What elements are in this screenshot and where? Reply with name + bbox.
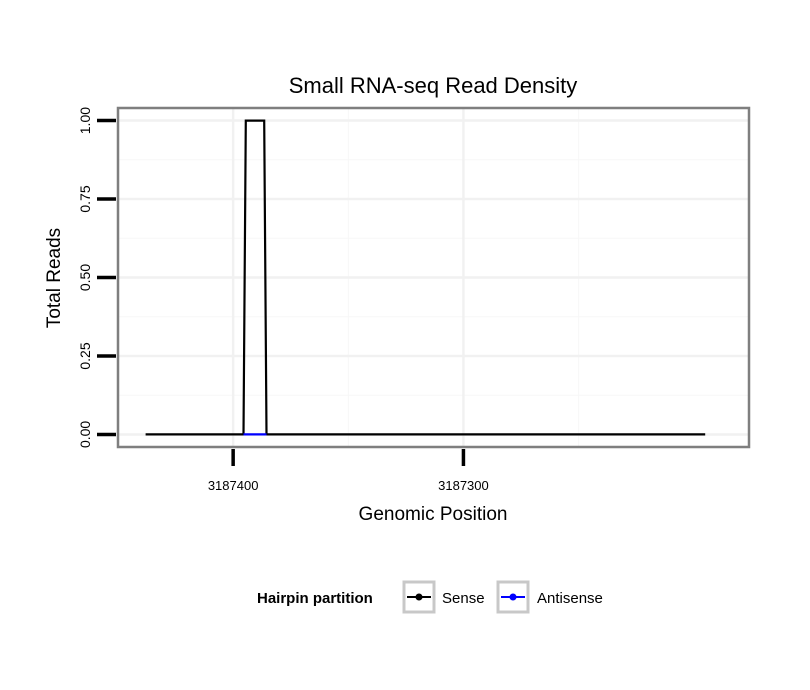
series-line-sense (145, 119, 706, 436)
series-layer (145, 119, 706, 436)
x-tick-label-0: 3187400 (208, 478, 259, 493)
y-axis-label: Total Reads (44, 228, 65, 328)
chart-title: Small RNA-seq Read Density (289, 73, 578, 98)
legend-label-sense: Sense (442, 590, 485, 607)
legend-key-antisense-point (509, 593, 517, 601)
y-tick-label-4: 1.00 (77, 107, 93, 134)
legend-entry-antisense: Antisense (496, 580, 603, 614)
legend: Hairpin partition Sense Antisense (257, 580, 603, 614)
plot-panel-border (116, 106, 751, 449)
y-tick-label-2: 0.50 (77, 264, 93, 291)
legend-key-sense-point (415, 593, 423, 601)
x-tick-label-1: 3187300 (438, 478, 489, 493)
legend-label-antisense: Antisense (537, 590, 603, 607)
y-axis: 0.00 0.25 0.50 0.75 1.00 (77, 107, 116, 448)
y-tick-label-0: 0.00 (77, 421, 93, 448)
x-axis-label: Genomic Position (359, 504, 508, 525)
x-axis: 3187400 3187300 (208, 449, 489, 493)
legend-title: Hairpin partition (257, 590, 373, 607)
y-tick-label-1: 0.25 (77, 342, 93, 369)
y-tick-label-3: 0.75 (77, 185, 93, 212)
legend-entry-sense: Sense (402, 580, 485, 614)
